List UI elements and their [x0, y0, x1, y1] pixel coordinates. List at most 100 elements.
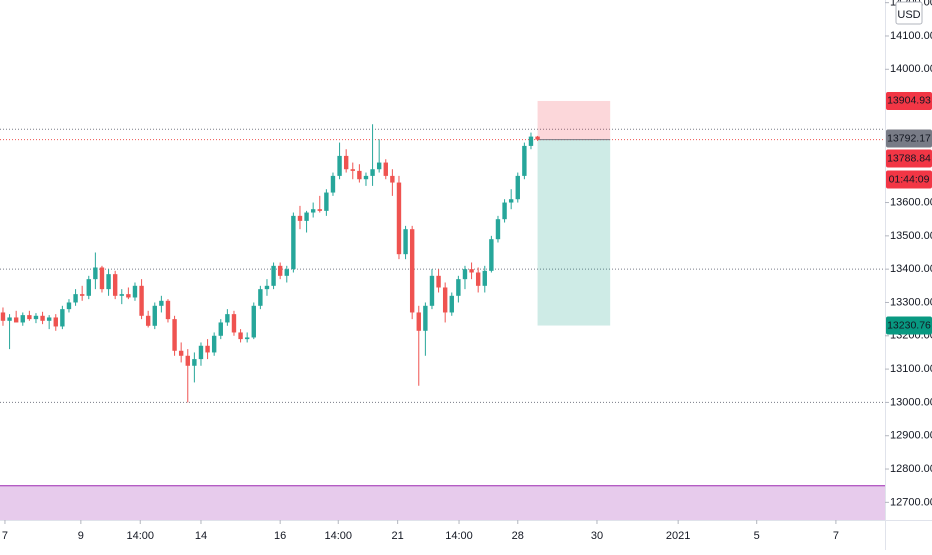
countdown-box	[886, 170, 932, 189]
candle-body	[416, 312, 421, 331]
candle-body	[20, 315, 25, 323]
candle-body	[522, 145, 527, 176]
candle-body	[119, 294, 124, 296]
candle-body	[205, 345, 210, 353]
y-tick-label: 13000.00	[890, 396, 932, 408]
candle-body	[86, 279, 91, 296]
candle-body	[7, 317, 12, 321]
candle-body	[106, 274, 111, 290]
candle-body	[99, 267, 105, 290]
x-tick-label: 5	[754, 530, 760, 542]
candle-body	[0, 312, 6, 321]
candle-body	[482, 270, 487, 286]
candle-body	[79, 294, 85, 296]
y-tick-label: 13400.00	[890, 263, 932, 275]
y-tick-label: 12900.00	[890, 430, 932, 442]
candle-body	[442, 287, 448, 313]
candle-body	[152, 305, 157, 326]
candle-body	[185, 355, 190, 366]
candle-body	[363, 175, 369, 180]
candle-body	[145, 315, 151, 326]
x-tick-label: 2021	[666, 530, 690, 542]
candle-body	[13, 317, 19, 323]
y-tick-label: 13600.00	[890, 196, 932, 208]
candle-body	[192, 359, 197, 366]
candle-body	[469, 269, 474, 273]
candle-body	[218, 322, 223, 336]
candle-body	[396, 182, 402, 255]
candle-body	[53, 317, 58, 327]
price-label: 13788.84	[887, 152, 931, 164]
candle-body	[502, 202, 507, 220]
candle-body	[172, 319, 177, 351]
candle-body	[211, 335, 217, 353]
candle-body	[528, 136, 534, 146]
candle-body	[126, 294, 131, 298]
candle-body	[66, 302, 72, 310]
x-tick-label: 7	[833, 530, 839, 542]
candle-body	[495, 219, 501, 240]
candle-body	[271, 265, 276, 286]
candle-body	[178, 350, 184, 356]
candle-body	[264, 285, 270, 290]
candle-body	[515, 175, 520, 200]
y-tick-label: 13300.00	[890, 296, 932, 308]
candle-body	[337, 155, 342, 176]
candle-body	[390, 175, 395, 183]
candle-body	[317, 209, 322, 211]
candle-body	[225, 314, 230, 323]
x-tick-label: 28	[512, 530, 524, 542]
y-tick-label: 14000.00	[890, 63, 932, 75]
candle-body	[132, 285, 138, 298]
price-label: 13792.17	[887, 132, 931, 144]
candle-body	[297, 215, 303, 221]
candle-body	[409, 229, 415, 313]
target-zone	[537, 139, 611, 326]
price-label-box	[886, 149, 932, 168]
candle-body	[475, 272, 481, 286]
candle-body	[324, 192, 329, 211]
x-tick-label: 14:00	[126, 530, 154, 542]
countdown: 01:44:09	[889, 173, 930, 185]
candle-body	[165, 300, 171, 320]
price-label: 13230.76	[887, 319, 931, 331]
candle-body	[383, 162, 388, 176]
x-tick-label: 14:00	[445, 530, 473, 542]
price-label-box	[886, 91, 932, 110]
candle-body	[251, 305, 256, 338]
x-tick-label: 30	[591, 530, 603, 542]
y-tick-label: 13500.00	[890, 230, 932, 242]
x-tick-label: 14:00	[324, 530, 352, 542]
candle-body	[277, 265, 283, 276]
candle-body	[198, 345, 204, 360]
y-tick-label: 12700.00	[890, 496, 932, 508]
candle-body	[244, 337, 250, 340]
x-tick-label: 16	[274, 530, 286, 542]
candle-body	[284, 269, 289, 276]
candle-body	[291, 215, 296, 270]
candle-body	[357, 170, 362, 180]
candle-body	[33, 315, 39, 320]
currency[interactable]: USD	[897, 9, 920, 21]
candle-body	[310, 209, 316, 213]
candle-body	[462, 269, 468, 280]
candle-body	[535, 136, 540, 140]
candle-body	[429, 275, 435, 306]
zone	[0, 485, 885, 520]
candle-body	[231, 314, 237, 333]
candle-body	[112, 274, 118, 296]
price-label-box	[886, 316, 932, 335]
candle-body	[258, 289, 263, 306]
x-tick-label: 21	[392, 530, 404, 542]
candle-body	[46, 317, 52, 321]
currency-box[interactable]	[895, 1, 923, 25]
candle-body	[238, 332, 243, 340]
price-label-box	[886, 129, 932, 148]
x-tick-label: 7	[2, 530, 8, 542]
candle-body	[60, 309, 65, 327]
candle-body	[40, 315, 45, 321]
y-tick-label: 14100.00	[890, 30, 932, 42]
y-tick-label: 13100.00	[890, 363, 932, 375]
candle-body	[423, 305, 428, 331]
